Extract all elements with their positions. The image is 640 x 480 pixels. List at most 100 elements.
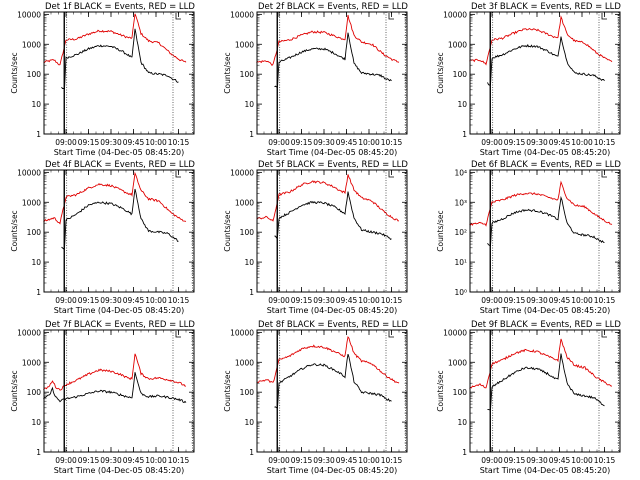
y-tick-label: 1000 bbox=[22, 358, 41, 367]
x-tick-label: 09:30 bbox=[313, 138, 335, 147]
corner-mark bbox=[388, 171, 394, 178]
x-tick-label: 10:00 bbox=[145, 456, 167, 465]
x-axis-label: Start Time (04-Dec-05 08:45:20) bbox=[54, 466, 185, 475]
plot-frame bbox=[469, 169, 621, 293]
x-tick-label: 09:30 bbox=[100, 138, 122, 147]
x-axis-label: Start Time (04-Dec-05 08:45:20) bbox=[267, 306, 398, 315]
plot-frame bbox=[256, 329, 408, 453]
y-axis-label: Counts/sec bbox=[10, 370, 19, 411]
x-tick-label: 10:00 bbox=[571, 456, 593, 465]
y-axis-label: Counts/sec bbox=[223, 210, 232, 251]
panel-title: Det 6f BLACK = Events, RED = LLD bbox=[471, 160, 621, 170]
x-tick-label: 09:45 bbox=[549, 296, 571, 305]
y-tick-label: 10 bbox=[244, 258, 254, 267]
plot-frame bbox=[469, 11, 621, 135]
y-tick-label: 1000 bbox=[235, 358, 254, 367]
y-tick-label: 100 bbox=[240, 70, 255, 79]
y-tick-label: 10³ bbox=[454, 198, 467, 207]
y-tick-label: 10000 bbox=[443, 10, 467, 19]
x-tick-label: 10:00 bbox=[358, 138, 380, 147]
y-axis-label: Counts/sec bbox=[10, 210, 19, 251]
y-tick-label: 1 bbox=[36, 130, 41, 139]
y-tick-label: 100 bbox=[453, 70, 468, 79]
x-tick-label: 10:15 bbox=[594, 456, 616, 465]
x-tick-label: 09:45 bbox=[123, 456, 145, 465]
x-tick-label: 09:00 bbox=[268, 296, 290, 305]
x-tick-label: 09:15 bbox=[504, 456, 526, 465]
x-tick-label: 09:15 bbox=[78, 456, 100, 465]
x-tick-label: 09:45 bbox=[123, 138, 145, 147]
lld-series-line bbox=[469, 15, 613, 66]
x-tick-label: 10:15 bbox=[168, 138, 190, 147]
lld-series-line bbox=[256, 14, 400, 67]
x-tick-label: 10:15 bbox=[168, 296, 190, 305]
y-tick-label: 10 bbox=[244, 100, 254, 109]
x-tick-label: 10:15 bbox=[168, 456, 190, 465]
x-tick-label: 09:15 bbox=[291, 456, 313, 465]
y-tick-label: 10 bbox=[244, 418, 254, 427]
y-tick-label: 10 bbox=[31, 418, 41, 427]
x-tick-label: 09:15 bbox=[504, 138, 526, 147]
x-tick-label: 09:15 bbox=[504, 296, 526, 305]
y-tick-label: 10 bbox=[31, 100, 41, 109]
x-tick-label: 09:15 bbox=[291, 296, 313, 305]
events-series-line bbox=[274, 353, 392, 409]
x-tick-label: 09:00 bbox=[55, 296, 77, 305]
detector-panel-9: Det 9f BLACK = Events, RED = LLD 1 10 100 10… bbox=[436, 320, 621, 475]
panel-title: Det 9f BLACK = Events, RED = LLD bbox=[471, 320, 621, 330]
corner-mark bbox=[175, 171, 181, 178]
x-axis-label: Start Time (04-Dec-05 08:45:20) bbox=[54, 148, 185, 157]
x-tick-label: 09:30 bbox=[526, 456, 548, 465]
x-tick-label: 09:15 bbox=[291, 138, 313, 147]
panel-title: Det 3f BLACK = Events, RED = LLD bbox=[471, 2, 621, 12]
x-tick-label: 10:00 bbox=[145, 138, 167, 147]
y-tick-label: 10000 bbox=[17, 10, 41, 19]
y-axis-label: Counts/sec bbox=[436, 210, 445, 251]
plot-frame bbox=[43, 169, 195, 293]
events-series-line bbox=[274, 32, 392, 88]
x-tick-label: 10:15 bbox=[594, 138, 616, 147]
y-axis-label: Counts/sec bbox=[223, 52, 232, 93]
y-tick-label: 10000 bbox=[443, 328, 467, 337]
detector-panel-8: Det 8f BLACK = Events, RED = LLD 1 10 100 10… bbox=[223, 320, 408, 475]
x-tick-label: 10:00 bbox=[571, 296, 593, 305]
lld-series-line bbox=[43, 353, 187, 391]
x-tick-label: 10:00 bbox=[571, 138, 593, 147]
y-tick-label: 1 bbox=[462, 448, 467, 457]
x-tick-label: 09:15 bbox=[78, 296, 100, 305]
y-tick-label: 100 bbox=[27, 388, 42, 397]
y-tick-label: 1 bbox=[462, 130, 467, 139]
y-tick-label: 1000 bbox=[448, 40, 467, 49]
y-tick-label: 1 bbox=[249, 288, 254, 297]
panel-title: Det 1f BLACK = Events, RED = LLD bbox=[45, 2, 195, 12]
x-tick-label: 09:30 bbox=[526, 138, 548, 147]
x-tick-label: 09:00 bbox=[55, 456, 77, 465]
corner-mark bbox=[175, 331, 181, 338]
lld-series-line bbox=[256, 174, 400, 222]
x-tick-label: 09:45 bbox=[123, 296, 145, 305]
x-tick-label: 09:45 bbox=[336, 456, 358, 465]
corner-mark bbox=[388, 331, 394, 338]
y-tick-label: 1000 bbox=[22, 40, 41, 49]
x-tick-label: 10:15 bbox=[381, 296, 403, 305]
events-series-line bbox=[487, 353, 605, 411]
y-axis-label: Counts/sec bbox=[223, 370, 232, 411]
y-tick-label: 10000 bbox=[230, 168, 254, 177]
plot-frame bbox=[256, 169, 408, 293]
y-tick-label: 1 bbox=[36, 288, 41, 297]
y-tick-label: 10000 bbox=[17, 168, 41, 177]
lld-series-line bbox=[469, 180, 613, 227]
y-tick-label: 10² bbox=[454, 228, 467, 237]
x-tick-label: 10:15 bbox=[594, 296, 616, 305]
y-tick-label: 1000 bbox=[22, 198, 41, 207]
x-axis-label: Start Time (04-Dec-05 08:45:20) bbox=[480, 466, 611, 475]
x-tick-label: 09:45 bbox=[336, 296, 358, 305]
detector-panel-4: Det 4f BLACK = Events, RED = LLD 1 10 100 10… bbox=[10, 160, 195, 315]
panel-title: Det 2f BLACK = Events, RED = LLD bbox=[258, 2, 408, 12]
x-axis-label: Start Time (04-Dec-05 08:45:20) bbox=[480, 306, 611, 315]
y-tick-label: 100 bbox=[240, 388, 255, 397]
panel-title: Det 7f BLACK = Events, RED = LLD bbox=[45, 320, 195, 330]
panel-title: Det 8f BLACK = Events, RED = LLD bbox=[258, 320, 408, 330]
x-tick-label: 09:30 bbox=[526, 296, 548, 305]
